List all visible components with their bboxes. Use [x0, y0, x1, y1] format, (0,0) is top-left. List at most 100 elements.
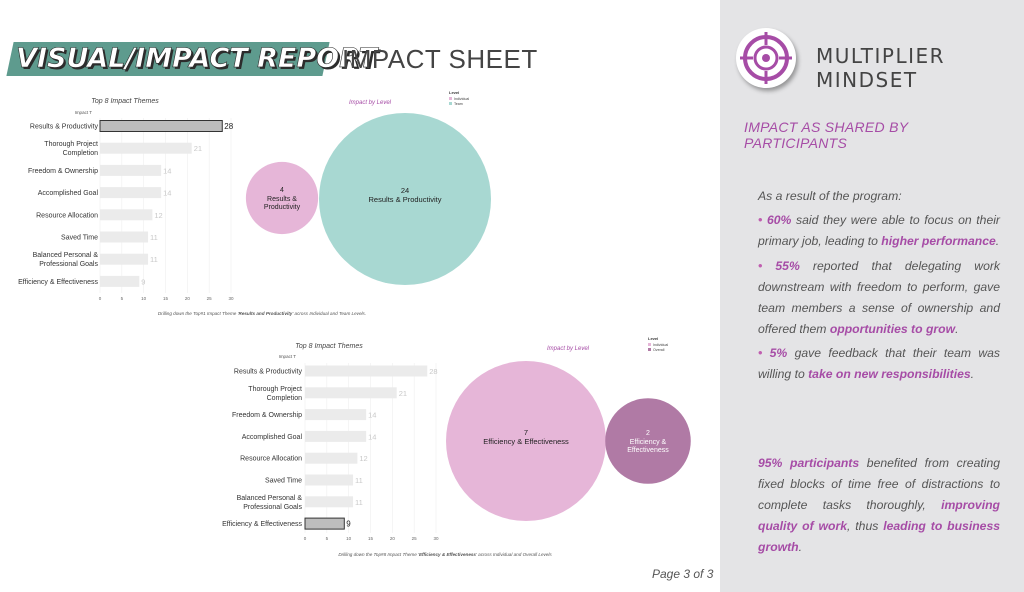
bar-value-label: 14	[163, 189, 171, 198]
bar	[100, 209, 153, 221]
category-label: Efficiency & Effectiveness	[222, 521, 302, 528]
bubble-chart-title: Impact by Level	[547, 346, 590, 352]
bar-chart-axis-label: Impact T	[279, 354, 297, 359]
bar	[305, 496, 354, 508]
bar-chart-title: Top 8 Impact Themes	[91, 98, 159, 105]
bar	[305, 387, 397, 399]
category-label: Balanced Personal &	[237, 495, 303, 502]
legend-entry: Individual	[653, 343, 668, 347]
category-label: Saved Time	[61, 235, 98, 242]
legend-entry: Team	[454, 102, 463, 106]
bubble-chart-title: Impact by Level	[349, 100, 392, 106]
category-label: Resource Allocation	[240, 456, 302, 463]
bubble	[446, 361, 606, 521]
bar	[100, 187, 162, 199]
chart-caption: Drilling down the Top#1 Impact Theme 'Re…	[158, 311, 366, 316]
bubble	[605, 398, 691, 484]
bar-value-label: 11	[355, 476, 363, 485]
legend-entry: Overall	[653, 348, 665, 352]
bar-value-label: 12	[359, 454, 367, 463]
x-tick-label: 25	[207, 296, 213, 301]
x-tick-label: 20	[390, 536, 396, 541]
legend-swatch	[648, 348, 651, 351]
x-tick-label: 15	[163, 296, 169, 301]
category-label: Resource Allocation	[36, 212, 98, 219]
x-tick-label: 0	[304, 536, 307, 541]
bubble-value-label: 2	[646, 430, 650, 437]
bubble-value-label: 4	[280, 187, 284, 194]
x-tick-label: 20	[185, 296, 191, 301]
bubble-label: Efficiency &	[630, 439, 667, 446]
bubble-value-label: 24	[401, 186, 409, 195]
bar	[100, 142, 192, 154]
bubble-label: Results & Productivity	[369, 195, 442, 204]
bubble	[245, 161, 319, 235]
category-label: Professional Goals	[243, 504, 302, 511]
bubble-label: Productivity	[264, 204, 301, 211]
bar	[99, 120, 223, 132]
panel-heading: IMPACT AS SHARED BY PARTICIPANTS	[744, 119, 909, 151]
category-label: Saved Time	[265, 478, 302, 485]
bar-value-label: 28	[224, 122, 233, 131]
category-label: Freedom & Ownership	[232, 412, 302, 419]
legend-swatch	[449, 102, 452, 105]
x-tick-label: 5	[121, 296, 124, 301]
bar	[305, 474, 354, 486]
category-label: Results & Productivity	[234, 369, 303, 376]
bubble-label: Effectiveness	[627, 447, 669, 454]
bar-value-label: 28	[429, 367, 437, 376]
bar	[100, 164, 162, 176]
category-label: Thorough Project	[248, 386, 302, 393]
bar	[100, 275, 140, 287]
legend-swatch	[648, 343, 651, 346]
bar-value-label: 11	[355, 498, 363, 507]
brand-name: MULTIPLIER MINDSET	[816, 44, 946, 92]
x-tick-label: 10	[346, 536, 352, 541]
bar	[305, 409, 367, 421]
x-tick-label: 0	[99, 296, 102, 301]
legend-entry: Individual	[454, 97, 469, 101]
category-label: Efficiency & Effectiveness	[18, 279, 98, 286]
x-tick-label: 30	[228, 296, 234, 301]
x-tick-label: 25	[412, 536, 418, 541]
bar	[100, 231, 149, 243]
category-label: Professional Goals	[39, 261, 98, 268]
bullet-item: • 5% gave feedback that their team was w…	[758, 346, 1000, 381]
insights-panel	[720, 0, 1024, 592]
bar-chart-title: Top 8 Impact Themes	[295, 343, 363, 350]
legend-title: Level	[449, 90, 459, 95]
x-tick-label: 15	[368, 536, 374, 541]
category-label: Balanced Personal &	[33, 252, 99, 259]
bar	[305, 430, 367, 442]
bar-value-label: 14	[368, 411, 376, 420]
panel-summary: 95% participants benefited from creating…	[758, 456, 1001, 554]
category-label: Accomplished Goal	[242, 434, 303, 441]
bar-value-label: 9	[141, 277, 145, 286]
bar-value-label: 14	[163, 166, 171, 175]
bar	[100, 253, 149, 265]
panel-intro: As a result of the program:	[758, 189, 902, 203]
bullet-item: • 60% said they were able to focus on th…	[758, 213, 1000, 248]
bar	[305, 452, 358, 464]
bar	[304, 517, 345, 530]
chart-caption: Drilling down the Top#8 Impact Theme 'Ef…	[338, 552, 552, 557]
bullet-item: • 55% reported that delegating work down…	[758, 259, 1000, 336]
category-label: Thorough Project	[44, 141, 98, 148]
bubble	[319, 113, 491, 285]
category-label: Completion	[267, 395, 303, 402]
category-label: Freedom & Ownership	[28, 168, 98, 175]
brand-logo	[736, 28, 796, 88]
bar-value-label: 11	[150, 255, 158, 264]
legend-swatch	[449, 97, 452, 100]
bar-value-label: 21	[399, 389, 407, 398]
bubble-value-label: 7	[524, 428, 528, 437]
bubble-label: Results &	[267, 196, 297, 203]
bar-value-label: 12	[154, 211, 162, 220]
legend-title: Level	[648, 336, 658, 341]
bar-chart-axis-label: Impact T	[75, 110, 93, 115]
category-label: Completion	[63, 150, 99, 157]
x-tick-label: 5	[326, 536, 329, 541]
x-tick-label: 30	[433, 536, 439, 541]
page-number: Page 3 of 3	[652, 567, 714, 581]
